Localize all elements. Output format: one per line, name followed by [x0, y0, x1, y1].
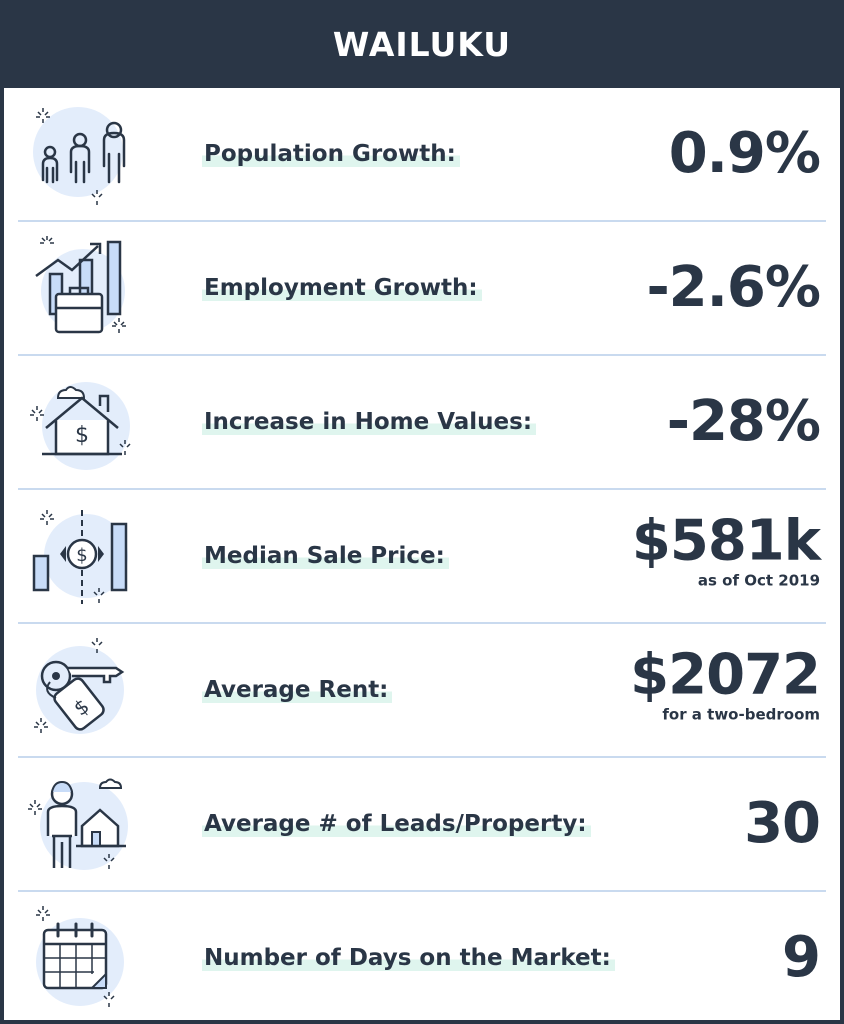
stat-label: Average Rent:	[202, 677, 393, 703]
stat-value: -2.6%	[646, 255, 821, 320]
stat-value: 9	[782, 925, 821, 990]
stat-note: as of Oct 2019	[697, 571, 820, 590]
calendar-icon	[28, 906, 138, 1010]
stat-label: Population Growth:	[202, 141, 460, 167]
stat-row-home-values: $ Increase in Home Values: -28%	[18, 356, 826, 490]
stat-row-population: Population Growth: 0.9%	[18, 88, 826, 222]
price-chart-icon: $	[28, 504, 138, 608]
key-tag-icon: $	[28, 638, 138, 742]
stat-label: Median Sale Price:	[202, 543, 449, 569]
stat-note: for a two-bedroom	[662, 705, 820, 724]
stat-value: 0.9%	[668, 121, 821, 186]
stat-label: Employment Growth:	[202, 275, 482, 301]
people-icon	[28, 102, 138, 206]
stat-value: $2072 for a two-bedroom	[630, 642, 821, 724]
page-title: WAILUKU	[0, 0, 844, 88]
stat-row-average-rent: $ Average Rent: $2072 for a two-bedroom	[18, 624, 826, 758]
stat-label: Number of Days on the Market:	[202, 945, 615, 971]
stat-label: Average # of Leads/Property:	[202, 811, 591, 837]
briefcase-chart-icon	[28, 236, 138, 340]
stat-row-leads-per-property: Average # of Leads/Property: 30	[18, 758, 826, 892]
stat-label: Increase in Home Values:	[202, 409, 537, 435]
stat-row-median-sale-price: $ Median Sale Price: $581k as of Oct 201…	[18, 490, 826, 624]
stat-value: -28%	[666, 389, 821, 454]
stats-list: Population Growth: 0.9% Employment Grow	[4, 88, 840, 1024]
stat-value: $581k as of Oct 2019	[631, 508, 821, 590]
svg-text:$: $	[75, 423, 89, 448]
stat-value: 30	[744, 791, 821, 856]
stat-row-employment: Employment Growth: -2.6%	[18, 222, 826, 356]
house-dollar-icon: $	[28, 370, 138, 474]
person-house-icon	[28, 772, 138, 876]
svg-text:$: $	[76, 545, 87, 566]
stat-row-days-on-market: Number of Days on the Market: 9	[18, 892, 826, 1024]
